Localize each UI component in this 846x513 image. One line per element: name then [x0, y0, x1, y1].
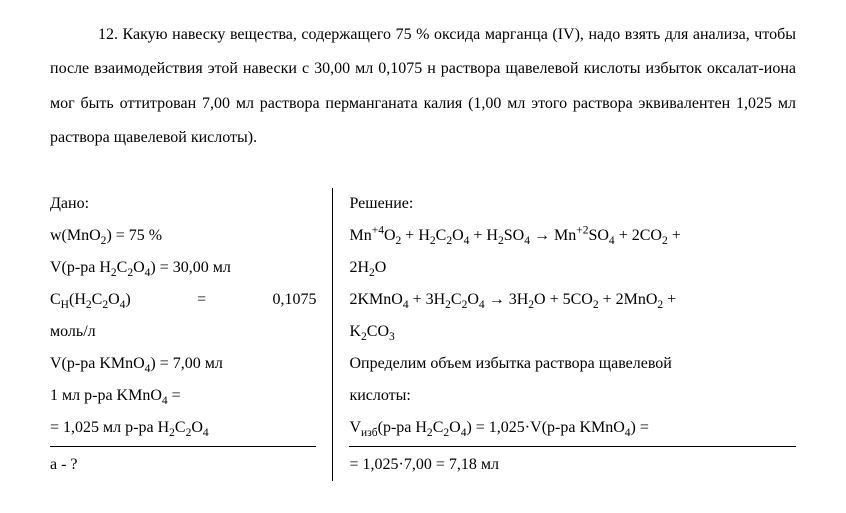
given-l5: V(р-ра KMnO4) = 7,00 мл: [50, 348, 316, 380]
problem-line-1: Какую навеску вещества, содержащего 75 %…: [123, 26, 584, 43]
solution-l6: = 1,025·7,00 = 7,18 мл: [349, 446, 796, 481]
solution-eq2a: 2KMnO4 + 3H2C2O4 → 3H2O + 5CO2 + 2MnO2 +: [349, 284, 796, 316]
given-heading: Дано:: [50, 188, 316, 220]
solution-heading: Решение:: [349, 188, 796, 220]
given-l6: 1 мл р-ра KMnO4 =: [50, 380, 316, 412]
solution-eq2b: K2CO3: [349, 316, 796, 348]
solution-l5: Vизб(р-ра H2C2O4) = 1,025·V(р-ра KMnO4) …: [349, 412, 796, 444]
solution-l4: кислоты:: [349, 380, 796, 412]
given-l3: СН(H2C2O4) = 0,1075: [50, 284, 316, 316]
solution-l3: Определим объем избытка раствора щавелев…: [349, 348, 796, 380]
given-column: Дано: w(MnO2) = 75 % V(р-ра H2C2O4) = 30…: [50, 188, 333, 481]
problem-statement: 12. Какую навеску вещества, содержащего …: [50, 18, 796, 156]
given-l8: a - ?: [50, 446, 316, 481]
given-l2: V(р-ра H2C2O4) = 30,00 мл: [50, 252, 316, 284]
solution-eq1a: Mn+4O2 + H2C2O4 + H2SO4 → Mn+2SO4 + 2CO2…: [349, 220, 796, 252]
solution-table: Дано: w(MnO2) = 75 % V(р-ра H2C2O4) = 30…: [50, 188, 796, 481]
problem-line-4: оттитрован 7,00 мл раствора перманганата…: [120, 95, 633, 112]
solution-column: Решение: Mn+4O2 + H2C2O4 + H2SO4 → Mn+2S…: [333, 188, 796, 481]
problem-number: 12.: [98, 26, 118, 43]
solution-eq1b: 2H2O: [349, 252, 796, 284]
given-l4: моль/л: [50, 316, 316, 348]
given-l1: w(MnO2) = 75 %: [50, 220, 316, 252]
given-l7: = 1,025 мл р-ра H2C2O4: [50, 412, 316, 444]
